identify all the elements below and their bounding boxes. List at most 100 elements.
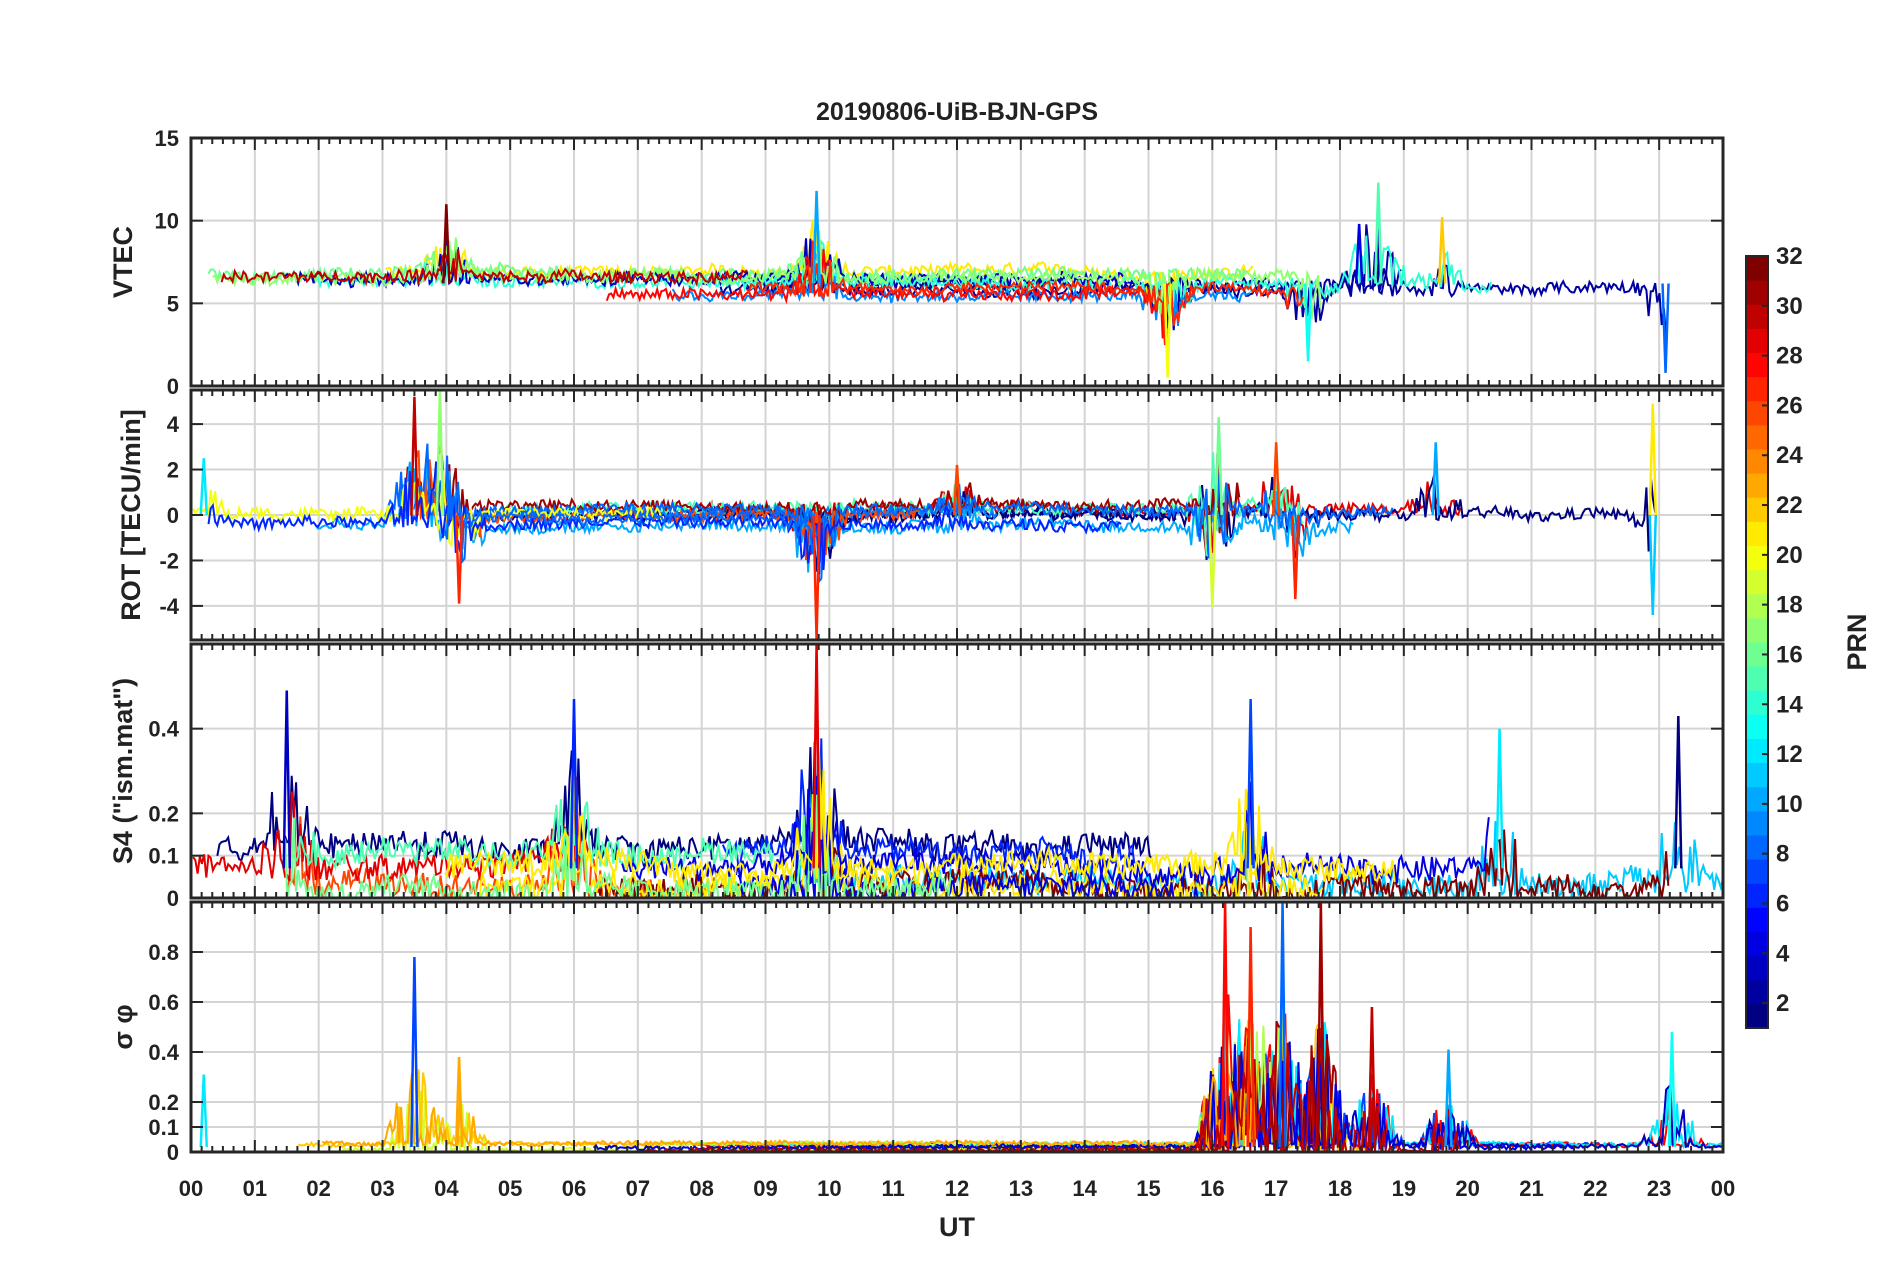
- event-spike: [442, 204, 451, 284]
- event-spike: [1367, 1006, 1377, 1148]
- x-tick-label: 20: [1455, 1176, 1479, 1201]
- x-tick-label: 19: [1392, 1176, 1416, 1201]
- colorbar-cell: [1746, 738, 1768, 764]
- colorbar-cell: [1746, 617, 1768, 643]
- colorbar-cell: [1746, 690, 1768, 715]
- y-tick-label: 10: [155, 209, 179, 234]
- event-spike: [1648, 514, 1658, 616]
- colorbar-frame: [1745, 255, 1769, 1029]
- colorbar-tick-label: 12: [1776, 741, 1803, 768]
- colorbar-tick-label: 10: [1776, 791, 1803, 818]
- event-spike: [410, 956, 419, 1148]
- colorbar-cell: [1746, 545, 1768, 571]
- y-tick-label: 0.2: [148, 801, 179, 826]
- series-line: [321, 1038, 1260, 1150]
- y-tick-label: 5: [167, 291, 179, 316]
- panel-s4: 0 0.1 0.2 0.4 S4 ("ism.mat"): [108, 642, 1725, 911]
- series-line: [605, 474, 1657, 561]
- colorbar-tick-label: 6: [1776, 890, 1789, 917]
- colorbar-tick-label: 30: [1776, 293, 1803, 320]
- y-tick-label: -4: [159, 594, 179, 619]
- event-spike: [435, 390, 445, 516]
- series-line: [404, 453, 1241, 554]
- x-tick-label: 02: [306, 1176, 330, 1201]
- colorbar-cell: [1746, 810, 1768, 836]
- series-line: [443, 480, 829, 565]
- event-spike: [1246, 926, 1255, 1148]
- x-tick-label: 00: [1711, 1176, 1735, 1201]
- colorbar-cell: [1746, 883, 1768, 908]
- y-tick-label: 0.1: [148, 1115, 179, 1140]
- colorbar-tick-label: 4: [1776, 940, 1790, 967]
- event-spike: [1495, 728, 1504, 869]
- y-axis-label: VTEC: [108, 226, 138, 298]
- series-line: [314, 453, 1354, 573]
- colorbar-tick-label: 22: [1776, 492, 1803, 519]
- x-tick-label: 17: [1264, 1176, 1288, 1201]
- event-spike: [812, 190, 821, 284]
- x-tick-label: 00: [179, 1176, 203, 1201]
- event-spike: [1246, 699, 1255, 869]
- x-tick-label: 05: [498, 1176, 522, 1201]
- colorbar-tick-label: 16: [1776, 641, 1803, 668]
- y-axis-label: S4 ("ism.mat"): [108, 678, 138, 864]
- colorbar-label: PRN: [1842, 613, 1872, 670]
- colorbar-cell: [1746, 352, 1768, 378]
- colorbar-cell: [1746, 473, 1768, 498]
- x-tick-label: 01: [243, 1176, 267, 1201]
- event-spike: [812, 514, 821, 640]
- event-spike: [812, 644, 821, 869]
- colorbar-tick-label: 14: [1776, 691, 1803, 718]
- colorbar-tick-label: 28: [1776, 343, 1803, 370]
- colorbar-cell: [1746, 786, 1768, 812]
- y-tick-label: 0: [167, 886, 179, 911]
- colorbar-tick-label: 24: [1776, 442, 1803, 469]
- colorbar-cell: [1746, 666, 1768, 691]
- x-tick-label: 09: [753, 1176, 777, 1201]
- event-spike: [1208, 514, 1217, 609]
- x-tick-label: 11: [882, 1176, 905, 1201]
- event-spike: [199, 458, 209, 516]
- x-tick-label: 23: [1647, 1176, 1671, 1201]
- series-line: [621, 781, 1490, 887]
- event-spike: [1220, 902, 1230, 1148]
- event-spike: [1661, 283, 1670, 373]
- x-tick-label: 13: [1009, 1176, 1033, 1201]
- event-spike: [569, 699, 579, 869]
- event-spike: [1648, 403, 1658, 516]
- y-tick-label: 0.6: [148, 990, 179, 1015]
- event-spike: [952, 464, 962, 516]
- y-tick-label: 0.2: [148, 1090, 179, 1115]
- colorbar-cell: [1746, 280, 1768, 305]
- colorbar-cell: [1746, 1003, 1768, 1029]
- panel-sigphi: 00.10.2 0.4 0.6 0.8 σ φ: [108, 900, 1725, 1165]
- colorbar-cell: [1746, 714, 1768, 739]
- y-tick-label: 0: [167, 503, 179, 528]
- x-tick-label: 06: [562, 1176, 586, 1201]
- colorbar-cell: [1746, 449, 1768, 474]
- event-spike: [1163, 283, 1172, 378]
- x-axis-label: UT: [939, 1212, 975, 1242]
- colorbar-cell: [1746, 835, 1768, 860]
- event-spike: [1674, 715, 1683, 869]
- x-tick-label: 04: [434, 1176, 459, 1201]
- colorbar-cell: [1746, 304, 1768, 329]
- colorbar-cell: [1746, 400, 1768, 426]
- y-tick-label: 0: [167, 374, 179, 399]
- colorbar-tick-label: 18: [1776, 592, 1803, 619]
- x-tick-label: 14: [1072, 1176, 1097, 1201]
- colorbar-cell: [1746, 521, 1768, 546]
- x-tick-label: 08: [689, 1176, 713, 1201]
- x-tick-label: 21: [1519, 1176, 1543, 1201]
- y-tick-label: 4: [167, 412, 180, 437]
- x-tick-label: 16: [1200, 1176, 1224, 1201]
- event-spike: [1278, 902, 1287, 1148]
- colorbar-cell: [1746, 497, 1768, 522]
- colorbar-cell: [1746, 859, 1768, 884]
- colorbar-cell: [1746, 569, 1768, 595]
- colorbar-cell: [1746, 955, 1768, 981]
- colorbar-cell: [1746, 376, 1768, 402]
- x-tick-label: 18: [1328, 1176, 1352, 1201]
- x-tick-label: 12: [945, 1176, 969, 1201]
